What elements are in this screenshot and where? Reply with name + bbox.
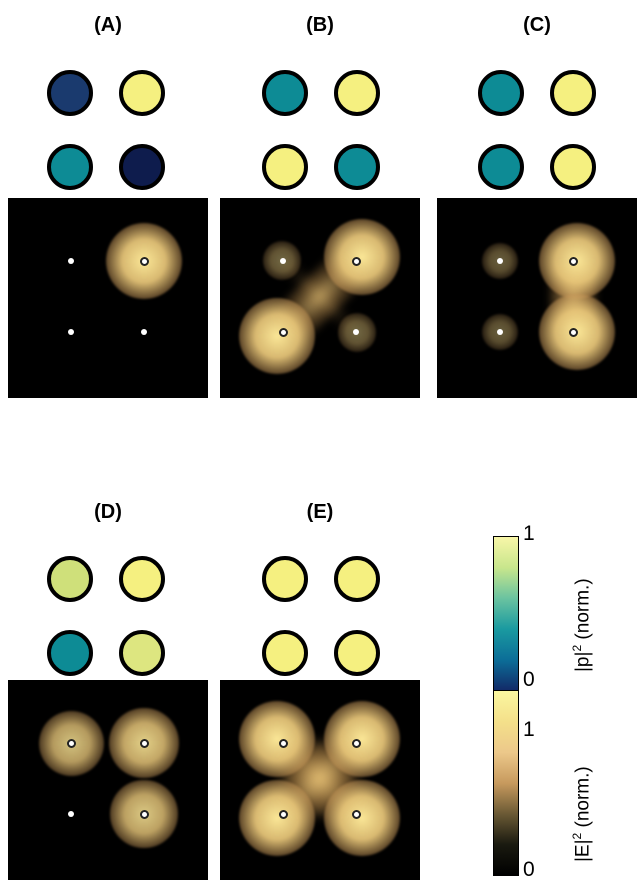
panel-label-b: (B) — [306, 14, 334, 36]
colorbar-polarization-tick-max: 1 — [523, 522, 535, 545]
polarization-dot — [47, 144, 93, 190]
polarization-dot — [262, 556, 308, 602]
colorbar-polarization-label: |p|2 (norm.) — [570, 578, 594, 672]
field-hotspot — [239, 298, 315, 374]
polarization-dot — [119, 556, 165, 602]
resonator-ring-marker — [351, 738, 361, 748]
panel-label-a: (A) — [94, 14, 122, 36]
polarization-dot — [119, 70, 165, 116]
colorbar-field-tick-max: 1 — [523, 718, 535, 741]
field-map-a — [8, 198, 208, 398]
resonator-ring-marker — [278, 809, 288, 819]
resonator-ring-marker — [278, 738, 288, 748]
resonator-ring-marker — [568, 327, 578, 337]
resonator-ring-marker — [351, 256, 361, 266]
resonator-ring-marker — [139, 809, 149, 819]
field-hotspot — [239, 780, 315, 856]
resonator-dot-marker — [497, 329, 503, 335]
colorbar-field-label: |E|2 (norm.) — [570, 766, 594, 862]
polarization-dot — [334, 70, 380, 116]
polarization-dot — [262, 144, 308, 190]
polarization-dot — [478, 144, 524, 190]
field-map-d — [8, 680, 208, 880]
resonator-dot-marker — [141, 329, 147, 335]
resonator-dot-marker — [68, 258, 74, 264]
panel-label-d: (D) — [94, 501, 122, 523]
field-hotspot — [324, 701, 400, 777]
polarization-dot — [478, 70, 524, 116]
polarization-dot — [262, 630, 308, 676]
field-hotspot — [324, 780, 400, 856]
field-hotspot — [239, 701, 315, 777]
resonator-ring-marker — [568, 256, 578, 266]
resonator-ring-marker — [351, 809, 361, 819]
polarization-dot — [334, 144, 380, 190]
colorbar-field-intensity — [493, 690, 519, 876]
field-map-c — [437, 198, 637, 398]
resonator-ring-marker — [139, 256, 149, 266]
polarization-dot — [119, 630, 165, 676]
panel-label-c: (C) — [523, 14, 551, 36]
resonator-ring-marker — [278, 327, 288, 337]
polarization-dot — [47, 630, 93, 676]
polarization-dot — [47, 70, 93, 116]
polarization-dot — [334, 630, 380, 676]
resonator-dot-marker — [353, 329, 359, 335]
resonator-dot-marker — [280, 258, 286, 264]
polarization-dot — [262, 70, 308, 116]
polarization-dot — [47, 556, 93, 602]
polarization-dot — [334, 556, 380, 602]
field-hotspot — [324, 219, 400, 295]
colorbar-field-tick-min: 0 — [523, 858, 535, 881]
polarization-dot — [119, 144, 165, 190]
panel-label-e: (E) — [306, 501, 334, 523]
field-map-e — [220, 680, 420, 880]
field-map-b — [220, 198, 420, 398]
resonator-dot-marker — [497, 258, 503, 264]
resonator-dot-marker — [68, 811, 74, 817]
polarization-dot — [550, 144, 596, 190]
resonator-dot-marker — [68, 329, 74, 335]
colorbar-polarization-tick-min: 0 — [523, 668, 535, 691]
resonator-ring-marker — [66, 738, 76, 748]
polarization-dot — [550, 70, 596, 116]
resonator-ring-marker — [139, 738, 149, 748]
